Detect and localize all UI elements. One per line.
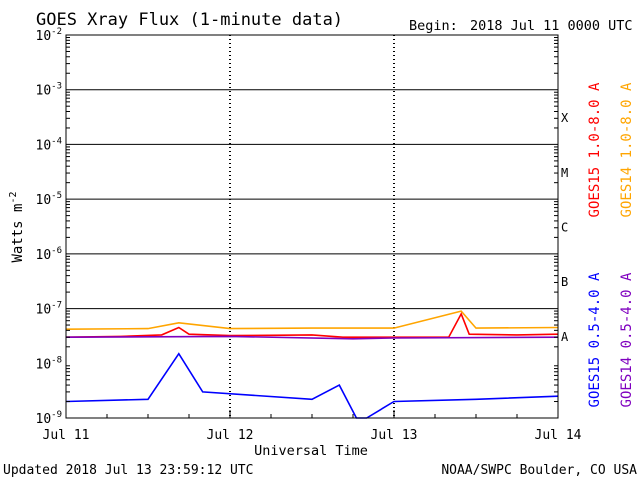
y-axis-label: Watts m-2	[8, 191, 26, 262]
y-tick-label: 10-2	[36, 27, 63, 44]
y-tick-base: 10	[36, 357, 52, 372]
credit-text: NOAA/SWPC Boulder, CO USA	[441, 463, 637, 478]
y-tick-exponent: -2	[51, 27, 62, 37]
x-tick-label: Jul 11	[43, 428, 90, 443]
legend: GOES15 1.0-8.0 A GOES14 1.0-8.0 A GOES15 0…	[587, 82, 635, 407]
y-tick-base: 10	[36, 412, 52, 427]
y-tick-label: 10-5	[36, 191, 63, 208]
y-tick-exponent: -9	[51, 410, 62, 420]
y-tick-base: 10	[36, 138, 52, 153]
x-ticks: Jul 11 Jul 12 Jul 13 Jul 14	[43, 410, 582, 443]
y-tick-base: 10	[36, 193, 52, 208]
y-tick-label: 10-8	[36, 355, 63, 372]
y-tick-base: 10	[36, 84, 52, 99]
x-tick-label: Jul 14	[535, 428, 582, 443]
y-tick-label: 10-9	[36, 410, 63, 427]
series-line	[65, 352, 559, 419]
y-tick-exponent: -3	[51, 82, 62, 92]
flare-class-label: X	[561, 111, 569, 125]
legend-entry: GOES15 0.5-4.0 A	[587, 272, 603, 407]
y-tick-label: 10-3	[36, 82, 63, 99]
series-line	[65, 310, 559, 330]
series-line	[65, 335, 559, 340]
flare-class-labels: X M C B A	[561, 111, 569, 344]
series-line	[65, 312, 559, 339]
y-tick-exponent: -6	[51, 246, 62, 256]
flare-class-label: M	[561, 166, 568, 180]
y-ticks: 10-210-310-410-510-610-710-810-9	[36, 27, 558, 427]
y-tick-exponent: -4	[51, 136, 62, 146]
y-tick-exponent: -8	[51, 355, 62, 365]
y-tick-base: 10	[36, 303, 52, 318]
y-tick-label: 10-7	[36, 301, 63, 318]
y-tick-exponent: -7	[51, 301, 62, 311]
x-tick-label: Jul 13	[371, 428, 418, 443]
y-tick-base: 10	[36, 29, 52, 44]
y-tick-base: 10	[36, 248, 52, 263]
x-tick-label: Jul 12	[207, 428, 254, 443]
begin-label: Begin:	[409, 18, 458, 34]
series-group	[65, 310, 559, 419]
updated-timestamp: Updated 2018 Jul 13 23:59:12 UTC	[3, 463, 253, 478]
y-tick-label: 10-4	[36, 136, 63, 153]
legend-entry: GOES15 1.0-8.0 A	[587, 82, 603, 217]
flare-class-label: A	[561, 330, 569, 344]
y-tick-exponent: -5	[51, 191, 62, 201]
x-axis-label: Universal Time	[254, 443, 368, 459]
flare-class-label: C	[561, 221, 568, 235]
grid	[66, 35, 558, 418]
begin-value: 2018 Jul 11 0000 UTC	[470, 18, 633, 34]
legend-entry: GOES14 1.0-8.0 A	[619, 82, 635, 217]
legend-entry: GOES14 0.5-4.0 A	[619, 272, 635, 407]
chart-title: GOES Xray Flux (1-minute data)	[36, 10, 343, 30]
y-tick-label: 10-6	[36, 246, 63, 263]
flare-class-label: B	[561, 275, 568, 289]
